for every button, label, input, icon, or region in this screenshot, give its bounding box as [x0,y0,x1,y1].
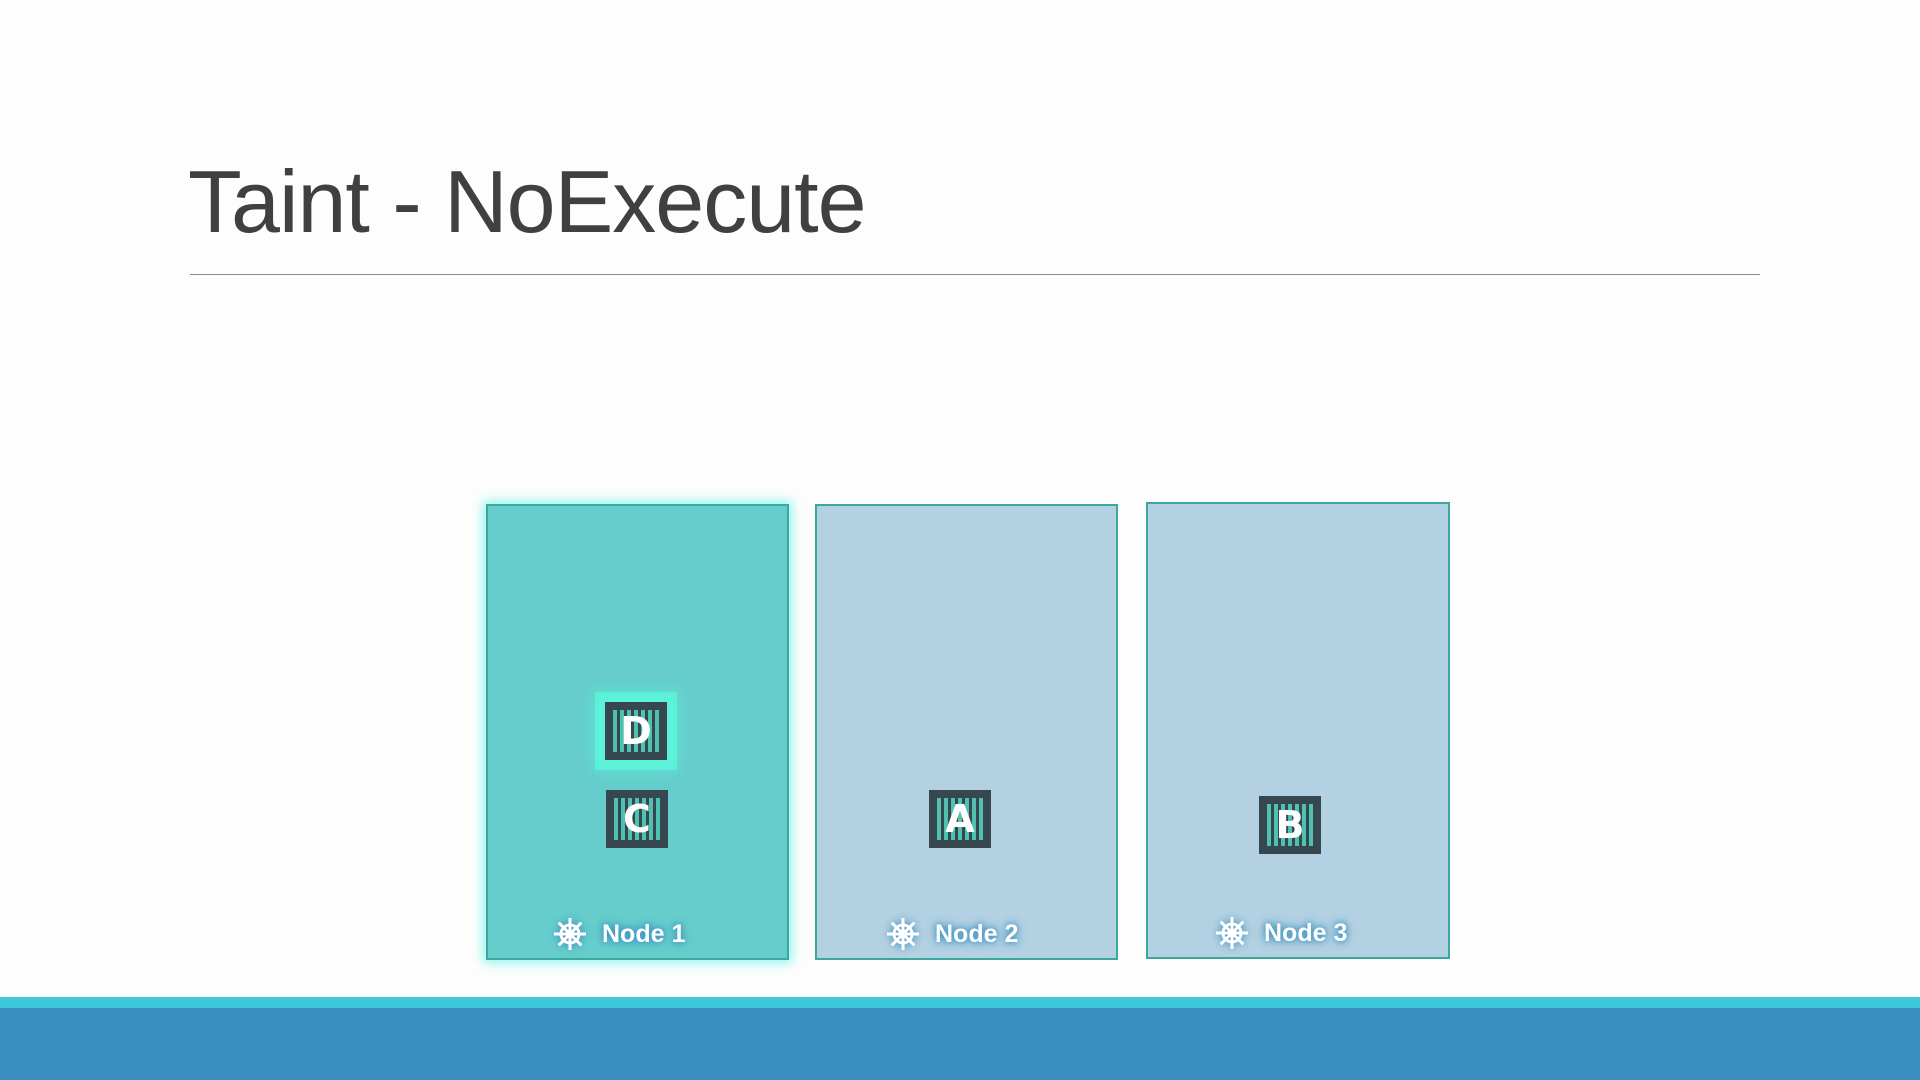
node-label-text: Node 2 [935,919,1019,948]
node-2-label: Node 2 [885,916,1018,952]
pod-d: D [605,702,667,760]
node-3-label: Node 3 [1214,915,1347,951]
kubernetes-helm-icon [1216,917,1248,949]
kubernetes-helm-icon [887,918,919,950]
pod-c: C [606,790,668,848]
slide-title: Taint - NoExecute [188,152,867,251]
node-1-label: Node 1 [552,916,685,952]
footer-accent-stripe [0,997,1920,1008]
footer-bar [0,1008,1920,1080]
container-icon: D [613,709,659,753]
pod-b: B [1259,796,1321,854]
node-label-text: Node 3 [1264,918,1348,947]
node-3 [1146,502,1450,959]
container-icon: A [937,797,983,841]
container-icon: B [1267,803,1313,847]
kubernetes-helm-icon [554,918,586,950]
node-2 [815,504,1118,960]
pod-a: A [929,790,991,848]
title-divider [190,274,1760,275]
container-icon: C [614,797,660,841]
node-label-text: Node 1 [602,919,686,948]
